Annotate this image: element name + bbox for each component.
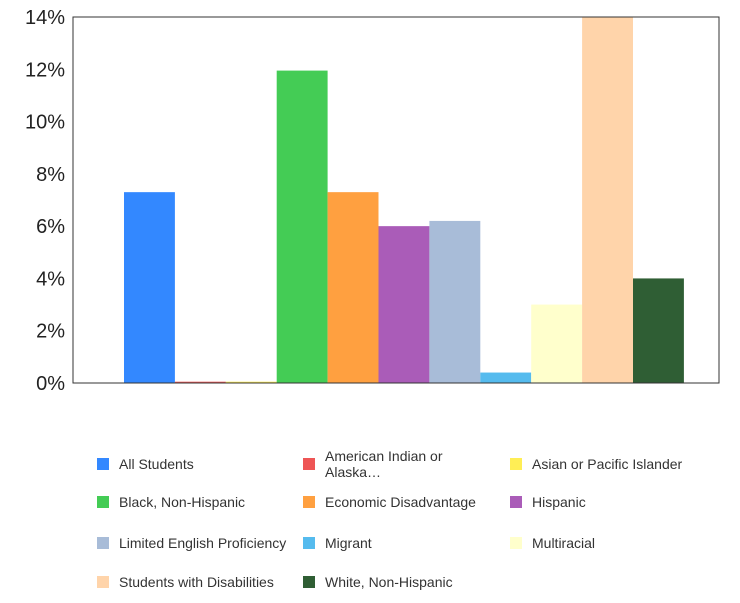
legend-label: Economic Disadvantage	[325, 494, 476, 510]
legend-item: Migrant	[303, 527, 372, 559]
y-tick-label: 8%	[36, 164, 65, 186]
legend-swatch	[303, 458, 315, 470]
legend-swatch	[97, 496, 109, 508]
legend-label: Black, Non-Hispanic	[119, 494, 246, 510]
legend-label: Migrant	[325, 535, 372, 551]
legend-item: Hispanic	[510, 486, 586, 518]
legend-item: White, Non-Hispanic	[303, 566, 453, 598]
y-tick-label: 14%	[25, 7, 65, 29]
bar	[276, 70, 328, 383]
legend-swatch	[97, 458, 109, 470]
legend-swatch	[97, 576, 109, 588]
legend-item: American Indian or Alaska…	[303, 448, 495, 480]
legend-swatch	[97, 537, 109, 549]
bar	[429, 220, 481, 383]
bar	[633, 278, 684, 383]
legend-label: Multiracial	[532, 535, 596, 551]
legend-label: White, Non-Hispanic	[325, 574, 453, 590]
y-tick-label: 2%	[36, 321, 65, 343]
bar	[378, 226, 430, 383]
legend-item: Asian or Pacific Islander	[510, 448, 682, 480]
legend-item: Students with Disabilities	[97, 566, 274, 598]
y-tick-label: 10%	[25, 112, 65, 134]
legend-label: Hispanic	[532, 494, 586, 510]
y-tick-label: 4%	[36, 268, 65, 290]
bar	[480, 372, 532, 383]
y-axis-ticks: 0% 2% 4% 6% 8% 10% 12% 14%	[25, 7, 65, 395]
legend-label: American Indian or Alaska…	[325, 448, 443, 480]
bar	[174, 381, 226, 383]
legend-item: Black, Non-Hispanic	[97, 486, 245, 518]
bars	[124, 17, 684, 383]
legend-swatch	[510, 537, 522, 549]
bar	[582, 17, 633, 383]
legend-item: Multiracial	[510, 527, 595, 559]
legend-swatch	[303, 537, 315, 549]
plot-frame	[72, 16, 720, 384]
bar	[327, 192, 379, 383]
bar	[531, 304, 583, 383]
y-tick-label: 12%	[25, 59, 65, 81]
legend-swatch	[303, 576, 315, 588]
bar	[124, 192, 175, 383]
legend-swatch	[303, 496, 315, 508]
bar	[225, 381, 277, 383]
legend-swatch	[510, 496, 522, 508]
legend-label: Limited English Proficiency	[119, 535, 287, 551]
legend-item: Economic Disadvantage	[303, 486, 476, 518]
y-tick-label: 0%	[36, 373, 65, 395]
legend-item: All Students	[97, 448, 194, 480]
bar-chart: 0% 2% 4% 6% 8% 10% 12% 14%	[25, 7, 720, 395]
legend-swatch	[510, 458, 522, 470]
y-tick-label: 6%	[36, 216, 65, 238]
legend-label: All Students	[119, 456, 194, 472]
legend-label: Asian or Pacific Islander	[532, 456, 683, 472]
legend-item: Limited English Proficiency	[97, 527, 286, 559]
legend-label: Students with Disabilities	[119, 574, 274, 590]
